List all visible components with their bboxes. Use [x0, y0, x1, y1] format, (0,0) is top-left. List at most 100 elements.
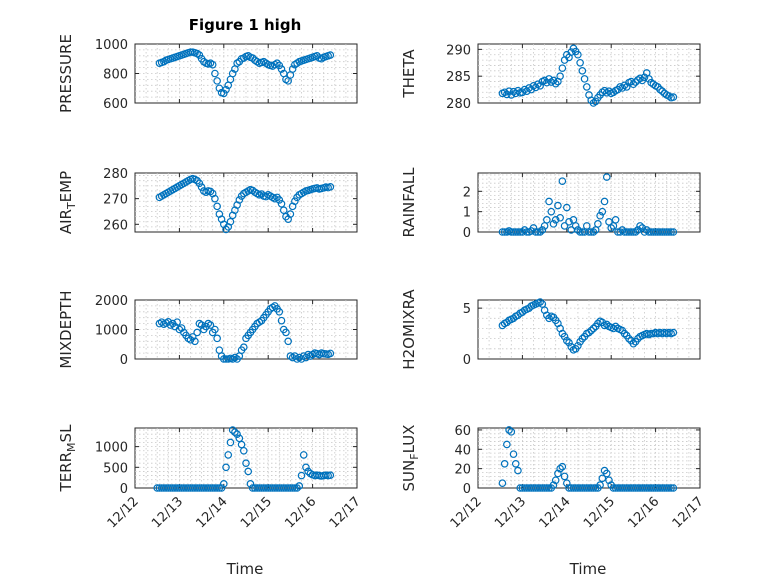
data-point	[288, 65, 297, 73]
data-point	[534, 228, 542, 236]
data-point	[574, 226, 582, 234]
y-tick-label: 60	[454, 424, 471, 439]
y-tick-label: 40	[454, 443, 471, 458]
data-point	[226, 438, 235, 447]
data-point	[191, 337, 199, 346]
data-point	[642, 226, 651, 234]
data-point	[562, 203, 571, 212]
data-point	[594, 319, 602, 328]
data-point	[507, 428, 516, 436]
data-point	[213, 484, 221, 492]
data-point	[279, 206, 288, 214]
data-point	[578, 67, 587, 75]
data-point	[543, 484, 551, 492]
data-point	[173, 318, 181, 326]
data-point	[669, 484, 678, 492]
data-point	[231, 428, 239, 436]
y-tick-label: 0	[463, 226, 471, 241]
data-point	[636, 74, 644, 83]
data-point	[514, 466, 522, 475]
data-point	[531, 228, 540, 236]
data-point	[585, 328, 593, 337]
data-point	[580, 75, 589, 83]
x-tick-label: 12/12	[448, 494, 485, 531]
data-point	[206, 321, 215, 329]
data-point	[594, 220, 602, 228]
data-point	[640, 73, 649, 82]
data-point	[576, 58, 584, 67]
data-point	[211, 69, 219, 78]
data-point	[195, 51, 204, 59]
data-point	[560, 222, 569, 230]
data-point	[211, 325, 219, 334]
y-tick-label: 280	[103, 167, 128, 182]
data-point	[600, 197, 609, 206]
data-point	[551, 215, 560, 224]
y-tick-label: 0	[120, 353, 128, 368]
data-point	[631, 78, 640, 86]
y-tick-label: 500	[103, 461, 128, 476]
y-axis-label: TERRMSL	[57, 424, 78, 493]
data-point	[611, 215, 620, 224]
data-point	[536, 298, 544, 306]
data-point	[558, 462, 567, 471]
data-point	[602, 469, 611, 478]
data-point	[288, 484, 297, 492]
x-tick-label: 12/17	[327, 494, 364, 531]
x-tick-label: 12/12	[105, 494, 142, 531]
data-point	[233, 430, 241, 439]
data-point	[284, 337, 292, 346]
data-point	[193, 328, 201, 337]
data-point	[669, 93, 678, 101]
data-point	[220, 89, 228, 98]
data-point	[543, 215, 551, 224]
data-point	[598, 474, 607, 483]
data-point	[215, 484, 224, 492]
data-point	[498, 479, 507, 487]
data-point	[222, 85, 230, 94]
x-tick-label: 12/17	[670, 494, 707, 531]
data-point	[195, 179, 204, 188]
data-series	[498, 173, 678, 236]
data-point	[669, 228, 678, 236]
data-point	[551, 79, 560, 88]
data-point	[514, 228, 522, 236]
y-axis-label: RAINFALL	[400, 167, 418, 238]
y-tick-label: 800	[103, 68, 128, 83]
x-tick-label: 12/13	[149, 494, 186, 531]
data-point	[556, 72, 564, 80]
data-point	[658, 87, 667, 96]
data-point	[282, 328, 290, 337]
data-point	[598, 207, 607, 216]
data-point	[291, 197, 299, 206]
subplot-theta: 280 285 290 THETA	[400, 43, 701, 112]
data-point	[578, 334, 587, 343]
data-point	[567, 48, 576, 56]
x-tick-label: 12/15	[581, 494, 618, 531]
data-point	[239, 446, 248, 455]
data-series	[155, 48, 335, 98]
y-tick-label: 290	[446, 43, 471, 58]
data-point	[565, 218, 573, 226]
data-point	[228, 426, 237, 434]
data-point	[277, 199, 286, 208]
data-point	[527, 85, 536, 94]
x-tick-label: 12/13	[492, 494, 529, 531]
data-point	[585, 228, 593, 236]
data-series	[153, 426, 335, 492]
data-point	[228, 69, 237, 78]
data-point	[536, 228, 544, 236]
data-point	[565, 338, 573, 347]
data-point	[291, 484, 299, 492]
data-point	[188, 333, 197, 341]
data-series	[155, 174, 335, 234]
data-point	[299, 451, 308, 459]
data-point	[667, 228, 675, 236]
data-series	[155, 302, 335, 363]
y-tick-label: 2000	[95, 294, 128, 309]
data-point	[242, 459, 250, 467]
y-axis-label: AIRTEMP	[57, 171, 78, 234]
data-point	[667, 484, 675, 492]
data-point	[511, 460, 520, 468]
data-point	[556, 213, 564, 222]
